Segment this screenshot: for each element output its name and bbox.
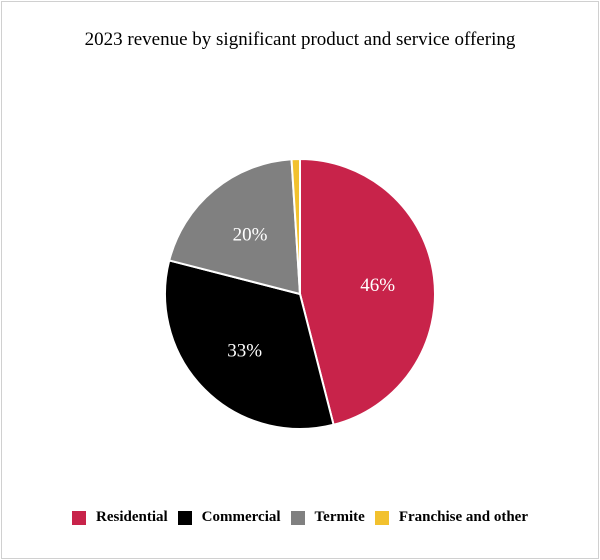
data-label: 33% (227, 340, 262, 361)
legend-swatch (72, 510, 86, 525)
legend-item: Termite (290, 509, 365, 526)
legend-label: Commercial (201, 509, 281, 525)
chart-title: 2023 revenue by significant product and … (84, 29, 516, 50)
data-label: 20% (233, 225, 268, 246)
legend-item: Franchise and other (374, 509, 528, 526)
legend: Residential Commercial Termite Franchise an… (0, 509, 600, 526)
legend-swatch (290, 510, 305, 525)
pie-slice-termite (168, 158, 302, 296)
pie-slice-commercial (164, 259, 335, 430)
data-label: 46% (360, 275, 395, 296)
legend-label: Residential (96, 509, 168, 525)
legend-item: Commercial (177, 509, 281, 526)
legend-label: Termite (314, 509, 365, 525)
legend-swatch (374, 510, 389, 525)
legend-item: Residential (72, 509, 168, 526)
legend-label: Franchise and other (398, 509, 528, 525)
legend-swatch (177, 510, 192, 525)
pie-slice-franchise-and-other (290, 157, 301, 295)
pie-slice-residential (299, 157, 436, 426)
